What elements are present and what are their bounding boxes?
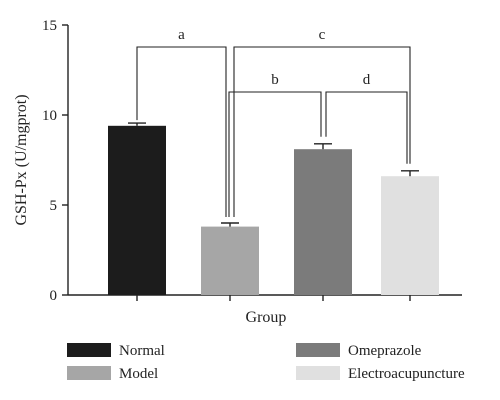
x-ticks [136, 295, 411, 301]
significance-brackets: a c b d [136, 27, 411, 217]
bar-normal [108, 125, 166, 295]
bracket-c [233, 46, 411, 217]
y-tick-label: 0 [50, 288, 58, 304]
bar-omeprazole [294, 149, 352, 295]
bar-model [201, 226, 259, 295]
legend-label: Omeprazole [348, 343, 422, 359]
error-bars [128, 122, 419, 227]
bracket-label-c: c [319, 27, 326, 43]
plot-area: 0 5 10 15 a c b d [42, 18, 462, 304]
legend-label: Electroacupuncture [348, 366, 465, 382]
bracket-b [228, 91, 322, 217]
legend-swatch [67, 343, 111, 357]
bracket-label-b: b [271, 72, 279, 88]
legend: Normal Omeprazole Model Electroacupuncture [67, 343, 465, 382]
bars [108, 125, 439, 295]
y-ticks: 0 5 10 15 [42, 18, 68, 304]
legend-swatch [296, 343, 340, 357]
legend-swatch [67, 366, 111, 380]
legend-label: Model [119, 366, 158, 382]
bar-electroacupuncture [381, 176, 439, 295]
y-tick-label: 15 [42, 18, 57, 34]
y-axis-label: GSH-Px (U/mgprot) [13, 94, 30, 225]
legend-label: Normal [119, 343, 165, 359]
legend-swatch [296, 366, 340, 380]
bracket-label-a: a [178, 27, 185, 43]
bracket-a [136, 46, 227, 217]
y-tick-label: 5 [50, 198, 58, 214]
bracket-label-d: d [363, 72, 371, 88]
x-axis-label: Group [246, 309, 287, 326]
bracket-d [325, 91, 408, 164]
y-tick-label: 10 [42, 108, 57, 124]
